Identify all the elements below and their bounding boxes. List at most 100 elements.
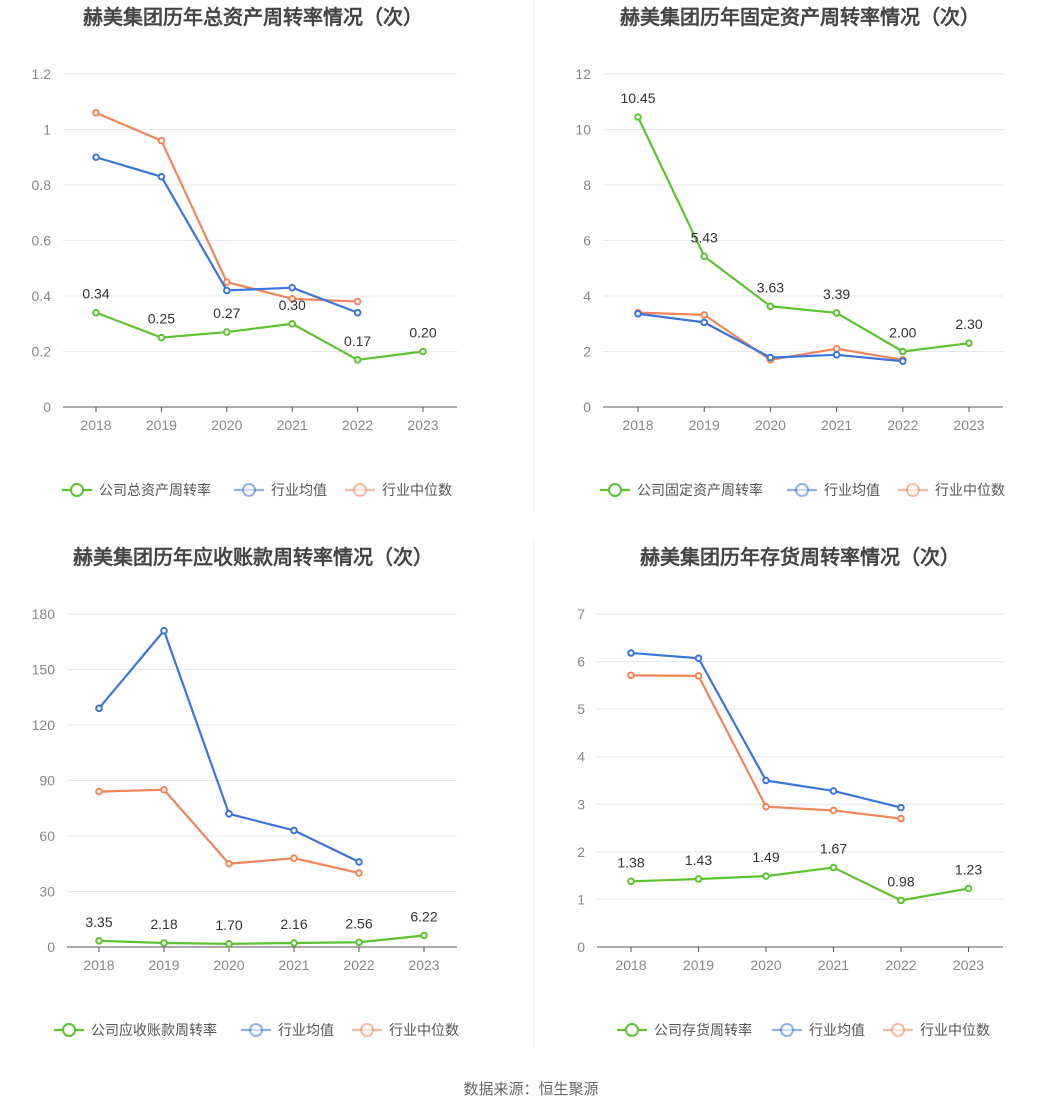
y-tick-label: 1 — [577, 891, 585, 907]
x-tick-label: 2020 — [755, 417, 786, 433]
legend-item-industry_median[interactable]: 行业中位数 — [345, 482, 452, 498]
data-point-company — [420, 931, 428, 940]
data-point-company — [92, 308, 100, 317]
y-tick-label: 120 — [32, 717, 56, 733]
data-point-industry_median — [832, 344, 841, 353]
data-point-industry_avg — [694, 654, 703, 663]
legend-item-industry_avg[interactable]: 行业均值 — [772, 1022, 865, 1038]
legend-marker — [62, 1023, 76, 1037]
legend-label: 行业均值 — [824, 482, 880, 498]
y-tick-label: 6 — [583, 233, 591, 249]
data-point-company — [899, 347, 907, 356]
legend-item-industry_avg[interactable]: 行业均值 — [234, 482, 327, 498]
data-point-industry_median — [897, 814, 905, 823]
legend-item-company[interactable]: 公司存货周转率 — [617, 1022, 752, 1038]
legend-item-industry_median[interactable]: 行业中位数 — [352, 1022, 459, 1038]
data-label: 0.98 — [887, 873, 914, 889]
data-point-company — [965, 339, 973, 347]
data-point-company — [419, 347, 427, 356]
y-tick-label: 2 — [583, 344, 591, 360]
legend-item-company[interactable]: 公司固定资产周转率 — [600, 482, 763, 498]
data-point-company — [627, 877, 635, 886]
data-point-industry_median — [223, 278, 231, 286]
x-tick-label: 2022 — [887, 417, 918, 433]
x-tick-label: 2019 — [683, 957, 714, 973]
legend-label: 行业中位数 — [935, 482, 1005, 498]
x-tick-label: 2023 — [953, 957, 984, 973]
data-source-note: 数据来源：恒生聚源 — [463, 1081, 599, 1098]
x-tick-label: 2019 — [146, 417, 177, 433]
data-point-industry_avg — [288, 283, 297, 292]
data-point-industry_median — [829, 806, 838, 815]
data-point-industry_median — [762, 802, 770, 811]
x-tick-label: 2021 — [277, 417, 308, 433]
data-point-company — [353, 356, 362, 364]
data-point-industry_avg — [225, 810, 233, 818]
x-tick-label: 2018 — [83, 957, 114, 973]
legend-label: 行业均值 — [271, 482, 327, 498]
data-point-industry_avg — [832, 351, 841, 359]
data-point-company — [95, 937, 103, 945]
y-tick-label: 0 — [47, 939, 55, 955]
y-tick-label: 12 — [575, 66, 591, 82]
data-point-industry_avg — [897, 803, 905, 812]
y-tick-label: 0.2 — [32, 344, 52, 360]
data-point-industry_avg — [762, 776, 770, 785]
data-point-industry_median — [290, 854, 298, 863]
legend-label: 公司应收账款周转率 — [91, 1022, 217, 1038]
chart-title: 赫美集团历年存货周转率情况（次） — [640, 545, 960, 569]
x-tick-label: 2019 — [689, 417, 720, 433]
legend-label: 行业中位数 — [920, 1022, 990, 1038]
y-tick-label: 0.4 — [32, 288, 52, 304]
data-label: 5.43 — [691, 229, 718, 245]
legend-label: 公司存货周转率 — [654, 1022, 752, 1038]
x-tick-label: 2019 — [148, 957, 179, 973]
y-tick-label: 3 — [577, 796, 585, 812]
series-line-company — [98, 934, 425, 945]
legend-item-industry_avg[interactable]: 行业均值 — [241, 1022, 334, 1038]
y-tick-label: 8 — [583, 177, 591, 193]
y-tick-label: 180 — [32, 606, 56, 622]
x-tick-label: 2018 — [80, 417, 111, 433]
data-point-industry_avg — [353, 308, 362, 317]
legend-marker — [360, 1023, 374, 1037]
data-label: 3.35 — [85, 914, 112, 930]
data-label: 0.34 — [82, 286, 109, 302]
legend-item-industry_median[interactable]: 行业中位数 — [898, 482, 1005, 498]
legend-marker — [249, 1023, 263, 1037]
data-point-industry_avg — [223, 286, 231, 295]
data-point-company — [288, 319, 297, 328]
data-label: 1.23 — [955, 861, 982, 877]
data-point-company — [355, 938, 363, 947]
data-point-industry_avg — [829, 787, 838, 795]
legend-item-company[interactable]: 公司总资产周转率 — [62, 482, 211, 498]
legend-item-industry_avg[interactable]: 行业均值 — [787, 482, 880, 498]
data-point-industry_avg — [92, 153, 100, 162]
legend-marker — [906, 483, 920, 497]
data-label: 3.39 — [823, 286, 850, 302]
x-tick-label: 2023 — [408, 957, 439, 973]
data-label: 0.30 — [279, 297, 306, 313]
data-point-industry_median — [355, 869, 363, 877]
y-tick-label: 0 — [43, 399, 51, 415]
data-point-industry_avg — [627, 649, 635, 657]
series-line-company — [630, 866, 969, 902]
legend-marker — [70, 483, 84, 497]
data-point-company — [634, 113, 642, 121]
x-tick-label: 2018 — [615, 957, 646, 973]
chart-4: 赫美集团历年存货周转率情况（次） 0 1 2 3 4 5 6 7 2018 2019 2020 2021… — [577, 545, 1003, 1038]
data-point-industry_median — [288, 294, 297, 303]
x-tick-label: 2021 — [278, 957, 309, 973]
legend-item-industry_median[interactable]: 行业中位数 — [883, 1022, 990, 1038]
legend-item-company[interactable]: 公司应收账款周转率 — [54, 1022, 217, 1038]
y-tick-label: 5 — [577, 701, 585, 717]
data-point-industry_median — [92, 109, 100, 117]
x-tick-label: 2021 — [818, 957, 849, 973]
legend-label: 公司固定资产周转率 — [637, 482, 763, 498]
legend-label: 行业均值 — [278, 1022, 334, 1038]
legend-marker — [608, 483, 622, 497]
series-line-company — [95, 311, 424, 361]
data-label: 1.67 — [820, 841, 847, 857]
legend-marker — [242, 483, 256, 497]
